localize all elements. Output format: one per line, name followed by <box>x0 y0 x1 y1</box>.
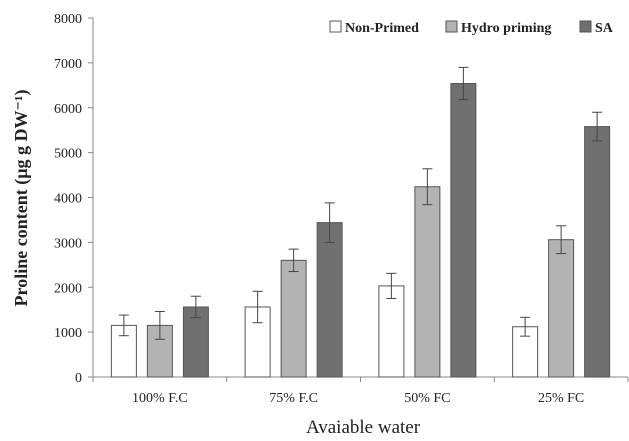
x-tick-label: 75% F.C <box>269 391 318 406</box>
legend-swatch <box>445 20 458 33</box>
bar <box>110 324 137 378</box>
y-tick-label: 2000 <box>54 281 82 296</box>
bar <box>548 239 575 378</box>
y-axis: 0 1000 2000 3000 4000 5000 6000 7000 8000 <box>54 12 94 386</box>
y-tick-label: 5000 <box>54 147 82 162</box>
x-axis-title: Avaiable water <box>306 417 421 436</box>
legend-swatch <box>579 20 592 33</box>
y-tick-label: 8000 <box>54 12 82 27</box>
y-tick-label: 7000 <box>54 57 82 72</box>
legend-label: SA <box>595 21 614 36</box>
y-tick-label: 3000 <box>54 236 82 251</box>
bars <box>110 66 611 378</box>
bar <box>450 83 477 378</box>
x-tick-label: 100% F.C <box>132 391 188 406</box>
legend: Non-Primed Hydro priming SA <box>329 20 614 36</box>
legend-swatch <box>329 20 342 33</box>
bar <box>182 306 209 378</box>
y-tick-label: 1000 <box>54 326 82 341</box>
legend-label: Hydro priming <box>461 21 551 36</box>
bar <box>280 259 307 378</box>
bar <box>378 285 405 378</box>
x-tick-label: 50% FC <box>404 391 450 406</box>
x-tick-label: 25% FC <box>538 391 584 406</box>
bar <box>414 186 441 378</box>
y-tick-label: 6000 <box>54 102 82 117</box>
legend-label: Non-Primed <box>345 21 419 36</box>
y-axis-title: Proline content (µg g DW⁻¹) <box>11 90 32 307</box>
y-tick-label: 4000 <box>54 192 82 207</box>
x-axis: 100% F.C 75% F.C 50% FC 25% FC <box>92 376 629 406</box>
bar <box>316 222 343 378</box>
y-tick-label: 0 <box>75 371 82 386</box>
bar <box>584 126 611 378</box>
